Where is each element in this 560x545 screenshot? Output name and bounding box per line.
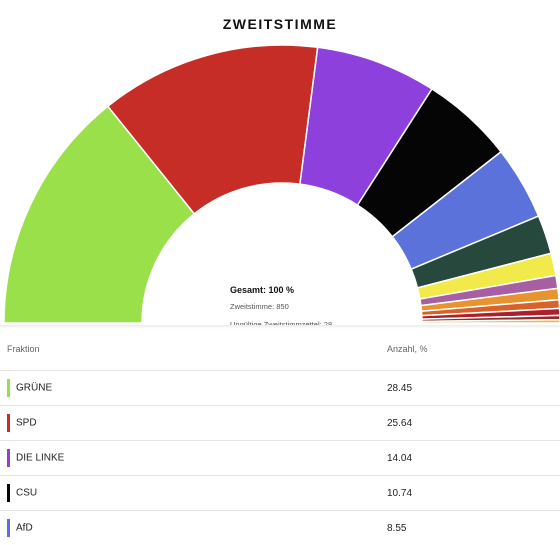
party-cell: CSU — [0, 476, 387, 511]
center-total: Gesamt: 100 % — [230, 285, 332, 295]
color-swatch — [7, 379, 10, 397]
party-cell: SPD — [0, 406, 387, 441]
table-row[interactable]: AfD 8.55 — [0, 511, 560, 545]
center-votes: Zweitstimme: 850 — [230, 302, 332, 311]
party-name: SPD — [16, 418, 37, 429]
party-name: DIE LINKE — [16, 453, 64, 464]
color-swatch — [7, 519, 10, 537]
color-swatch — [7, 484, 10, 502]
header-fraktion: Fraktion — [0, 327, 387, 371]
color-swatch — [7, 414, 10, 432]
party-cell: AfD — [0, 511, 387, 545]
semicircle-chart — [0, 0, 560, 330]
party-name: CSU — [16, 488, 37, 499]
party-cell: DIE LINKE — [0, 441, 387, 476]
party-value: 28.45 — [387, 371, 560, 406]
party-name: GRÜNE — [16, 383, 52, 394]
table-row[interactable]: GRÜNE 28.45 — [0, 371, 560, 406]
party-name: AfD — [16, 523, 33, 534]
party-value: 14.04 — [387, 441, 560, 476]
color-swatch — [7, 449, 10, 467]
party-value: 25.64 — [387, 406, 560, 441]
party-value: 8.55 — [387, 511, 560, 545]
table-header-row: Fraktion Anzahl, % — [0, 327, 560, 371]
table-row[interactable]: SPD 25.64 — [0, 406, 560, 441]
party-value: 10.74 — [387, 476, 560, 511]
table-row[interactable]: CSU 10.74 — [0, 476, 560, 511]
header-anzahl: Anzahl, % — [387, 327, 560, 371]
party-cell: GRÜNE — [0, 371, 387, 406]
table-row[interactable]: DIE LINKE 14.04 — [0, 441, 560, 476]
